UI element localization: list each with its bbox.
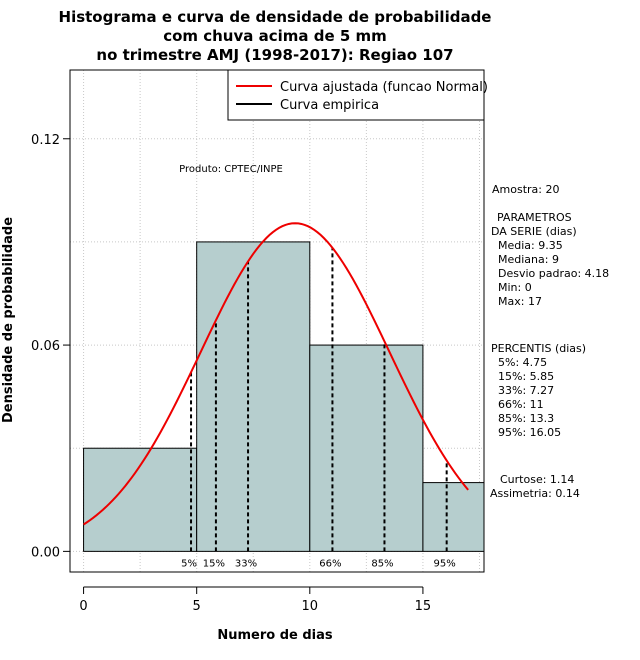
normal-fit-curve bbox=[83, 222, 469, 526]
percentile-label: 85% bbox=[371, 558, 393, 569]
y-tick-label: 0.06 bbox=[31, 339, 60, 354]
percentile-labels: 5% 15% 33% 66% 85% 95% bbox=[181, 558, 456, 569]
side-panel: Amostra: 20 PARAMETROS DA SERIE (dias) M… bbox=[490, 183, 609, 500]
x-tick-label: 0 bbox=[79, 599, 87, 614]
x-tick-label: 5 bbox=[193, 599, 201, 614]
legend-label-fit: Curva ajustada (funcao Normal) bbox=[280, 80, 488, 95]
percentile-label: 33% bbox=[235, 558, 257, 569]
chart-title-line-3: no trimestre AMJ (1998-2017): Regiao 107 bbox=[96, 46, 453, 64]
percentile-95: 95%: 16.05 bbox=[498, 426, 561, 439]
histogram-bars bbox=[83, 241, 485, 552]
params-heading: PARAMETROS bbox=[497, 211, 572, 224]
x-axis-title: Numero de dias bbox=[217, 628, 333, 643]
param-sd: Desvio padrao: 4.18 bbox=[498, 267, 609, 280]
y-axis-title: Densidade de probabilidade bbox=[1, 217, 16, 423]
x-axis: 0 5 10 15 bbox=[79, 586, 432, 614]
y-tick-label: 0.12 bbox=[31, 133, 60, 148]
param-median: Mediana: 9 bbox=[498, 253, 559, 266]
product-annotation: Produto: CPTEC/INPE bbox=[179, 164, 283, 175]
chart-title-line-2: com chuva acima de 5 mm bbox=[163, 27, 387, 45]
params-subheading: DA SERIE (dias) bbox=[491, 225, 577, 238]
kurtosis: Curtose: 1.14 bbox=[500, 473, 574, 486]
percentile-15: 15%: 5.85 bbox=[498, 370, 554, 383]
x-tick-label: 15 bbox=[415, 599, 432, 614]
param-max: Max: 17 bbox=[498, 295, 542, 308]
histogram-bar bbox=[83, 447, 198, 552]
percentiles-heading: PERCENTIS (dias) bbox=[491, 342, 586, 355]
percentile-lines bbox=[190, 247, 448, 552]
percentile-label: 66% bbox=[319, 558, 341, 569]
sample-size: Amostra: 20 bbox=[492, 183, 559, 196]
skewness: Assimetria: 0.14 bbox=[490, 487, 580, 500]
chart-title-line-1: Histograma e curva de densidade de proba… bbox=[59, 8, 492, 26]
percentile-5: 5%: 4.75 bbox=[498, 356, 547, 369]
percentile-label: 15% bbox=[203, 558, 225, 569]
legend-label-empirical: Curva empirica bbox=[280, 98, 379, 113]
param-min: Min: 0 bbox=[498, 281, 532, 294]
histogram-bar bbox=[422, 482, 485, 552]
percentile-66: 66%: 11 bbox=[498, 398, 544, 411]
histogram-bar bbox=[196, 241, 311, 552]
histogram-bar bbox=[309, 344, 424, 552]
legend: Curva ajustada (funcao Normal) Curva emp… bbox=[227, 69, 488, 121]
y-tick-label: 0.00 bbox=[31, 545, 60, 560]
x-tick-label: 10 bbox=[302, 599, 319, 614]
percentile-85: 85%: 13.3 bbox=[498, 412, 554, 425]
percentile-label: 95% bbox=[434, 558, 456, 569]
y-axis: 0.00 0.06 0.12 bbox=[31, 133, 71, 560]
percentile-label: 5% bbox=[181, 558, 197, 569]
param-mean: Media: 9.35 bbox=[498, 239, 563, 252]
percentile-33: 33%: 7.27 bbox=[498, 384, 554, 397]
legend-box bbox=[227, 69, 485, 121]
